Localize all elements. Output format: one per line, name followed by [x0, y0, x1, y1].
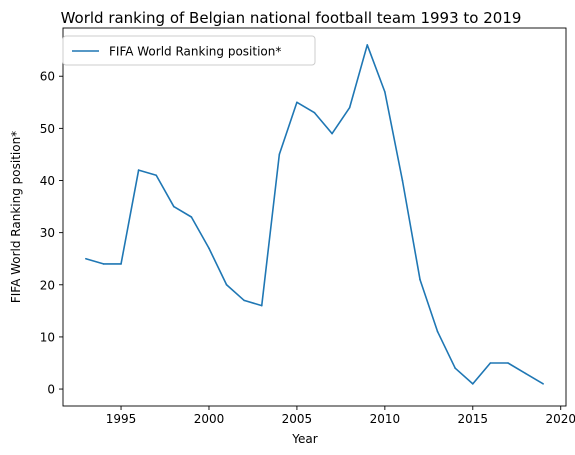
data-point [471, 383, 474, 385]
data-point [102, 263, 105, 265]
data-point [155, 174, 158, 177]
data-point [331, 132, 333, 135]
x-axis-label: Year [291, 432, 317, 446]
y-ticks: 0 10 20 30 40 50 60 [40, 70, 63, 397]
data-point [401, 179, 404, 182]
data-point [278, 153, 281, 156]
data-point [366, 44, 369, 46]
chart-title: World ranking of Belgian national footba… [61, 9, 522, 27]
data-point [419, 278, 421, 281]
data-point [173, 205, 175, 208]
data-point [489, 362, 492, 364]
data-point [542, 383, 544, 385]
data-point [348, 106, 351, 109]
y-tick-label: 50 [40, 122, 55, 136]
data-point [313, 111, 316, 114]
x-ticks: 1995 2000 2005 2010 2015 2020 [106, 406, 575, 426]
y-tick-label: 40 [40, 174, 55, 188]
data-point [524, 372, 527, 375]
y-axis-label: FIFA World Ranking position* [9, 131, 23, 303]
x-tick-label: 2005 [282, 412, 313, 426]
data-point [120, 263, 122, 265]
x-tick-label: 2015 [458, 412, 489, 426]
legend: FIFA World Ranking position* [62, 35, 316, 66]
x-tick-label: 2020 [545, 412, 575, 426]
data-point [384, 91, 386, 93]
x-tick-label: 2000 [194, 412, 225, 426]
data-point [190, 216, 193, 218]
legend-entry-label: FIFA World Ranking position* [109, 45, 281, 59]
data-point [260, 304, 263, 307]
data-point [296, 101, 298, 104]
data-point [85, 257, 87, 260]
data-point [208, 247, 210, 250]
data-point [454, 367, 457, 370]
y-tick-label: 0 [47, 383, 55, 397]
x-tick-label: 1995 [106, 412, 137, 426]
y-tick-label: 30 [40, 226, 55, 240]
y-tick-label: 60 [40, 70, 55, 84]
data-point [436, 330, 439, 333]
y-tick-label: 20 [40, 278, 55, 292]
x-tick-label: 2010 [370, 412, 401, 426]
y-tick-label: 10 [40, 330, 55, 344]
legend-box [62, 35, 316, 66]
data-point [225, 283, 228, 286]
data-point [137, 169, 140, 171]
series-layer [85, 44, 544, 385]
axes-frame [62, 27, 567, 407]
data-point [507, 362, 509, 364]
data-point [243, 299, 245, 302]
